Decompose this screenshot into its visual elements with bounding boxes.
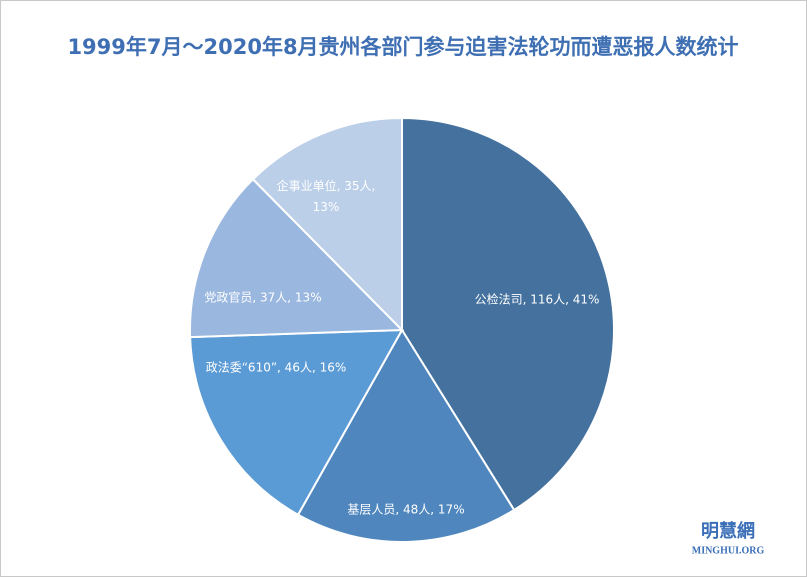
pie-slice xyxy=(401,116,615,512)
pie-slice xyxy=(296,328,516,543)
data-label: 企事业单位, 35人, 13% xyxy=(277,178,376,214)
data-label-line: 13% xyxy=(313,200,340,214)
chart-title: 1999年7月～2020年8月贵州各部门参与迫害法轮功而遭恶报人数统计 xyxy=(67,35,738,59)
watermark-site: MINGHUI.ORG xyxy=(692,545,765,556)
data-label-line: 企事业单位, 35人, xyxy=(277,178,376,193)
data-label: 基层人员, 48人, 17% xyxy=(347,503,464,517)
pie-slice xyxy=(189,177,405,339)
watermark-name: 明慧網 xyxy=(701,520,755,542)
data-label: 公检法司, 116人, 41% xyxy=(475,292,600,307)
data-label: 党政官员, 37人, 13% xyxy=(204,290,321,305)
pie-slice xyxy=(189,328,404,517)
data-label: 政法委“610”, 46人, 16% xyxy=(206,361,347,375)
pie-slice xyxy=(251,116,403,333)
